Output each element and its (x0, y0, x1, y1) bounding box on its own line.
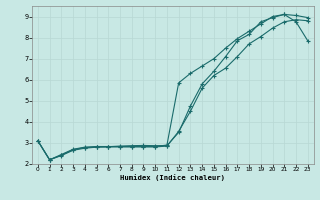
X-axis label: Humidex (Indice chaleur): Humidex (Indice chaleur) (120, 174, 225, 181)
